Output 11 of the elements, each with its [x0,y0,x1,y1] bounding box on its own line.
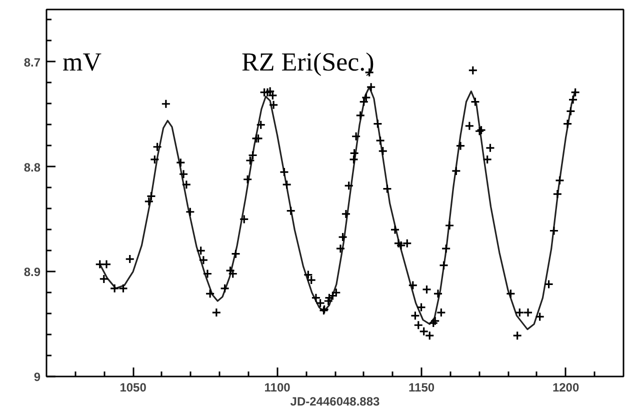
x-tick-label: 1150 [408,380,435,394]
y-tick-label: 9 [34,370,41,384]
x-axis-title: JD-2446048.883 [290,394,380,408]
x-tick-label: 1100 [264,380,291,394]
y-axis-title: mV [62,48,102,76]
y-tick-label: 8.8 [24,160,41,174]
y-tick-label: 8.7 [24,55,41,70]
x-tick-label: 1200 [552,380,580,394]
x-tick-label: 1050 [120,380,147,394]
text: RZ Eri(Sec.) [242,48,374,76]
y-tick-label: 8.9 [24,265,41,280]
